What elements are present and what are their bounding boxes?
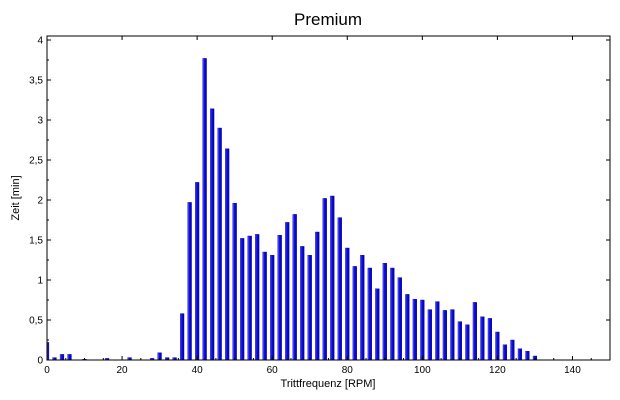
bar [487,318,492,361]
bar [322,198,327,361]
bar [202,58,207,361]
bar [47,342,50,361]
bar [217,127,222,361]
bar [187,202,192,361]
x-axis-ticks: 0 20 40 60 80 100 120 140 [44,36,611,376]
bar [397,277,402,361]
bar [337,217,342,361]
y-tick-label: 2,5 [29,156,43,167]
bar [330,195,335,361]
y-tick-label: 0,5 [29,316,43,327]
y-axis-title: Zeit [min] [10,175,22,220]
bar [345,247,350,361]
bar [59,354,65,361]
bar [270,254,275,361]
bar [195,182,200,361]
bar [375,288,380,361]
x-tick-label: 100 [414,365,431,376]
bars-group [47,58,538,361]
y-tick-label: 3 [37,116,43,127]
y-tick-label: 1,5 [29,236,43,247]
bar [427,309,432,361]
bar [525,351,530,361]
bar [472,302,477,361]
chart-title: Premium [294,10,362,29]
bar [277,234,282,361]
bar [457,321,462,361]
bar [405,294,410,361]
bar [240,238,245,361]
bar [495,331,500,361]
y-tick-label: 3,5 [29,76,43,87]
bar [382,263,387,361]
bar [480,316,485,361]
bar [517,348,523,361]
bar [180,313,185,361]
bar [300,246,305,361]
y-tick-label: 4 [37,36,43,47]
x-tick-label: 60 [267,365,279,376]
bar [285,222,290,361]
y-axis-ticks: 0 0,5 1 1,5 2 2,5 3 3,5 4 [29,36,610,367]
bar [450,309,455,361]
bar [502,344,508,361]
bar [67,354,72,361]
bar [442,310,447,361]
bar [315,231,320,361]
x-tick-label: 80 [342,365,354,376]
plot-area [47,36,610,360]
bar [420,299,425,361]
bar [435,301,440,361]
x-tick-label: 0 [44,365,50,376]
x-axis-title: Trittfrequenz [RPM] [281,378,376,390]
bar [210,108,215,361]
bar [307,254,312,361]
bar [367,267,372,361]
x-tick-label: 120 [489,365,506,376]
x-tick-label: 140 [564,365,581,376]
bar [352,266,357,361]
bar [292,214,297,361]
bar [390,267,395,361]
y-tick-label: 0 [37,356,43,367]
bar [225,148,230,361]
bar [262,251,267,361]
x-tick-label: 20 [117,365,129,376]
bar [465,324,470,361]
bar [510,339,515,361]
bar [412,299,417,361]
plot-frame [46,35,611,361]
y-tick-label: 2 [37,196,43,207]
bar [232,202,237,361]
x-tick-label: 40 [192,365,204,376]
y-tick-label: 1 [37,276,43,287]
bar [360,254,365,361]
bar [247,235,252,361]
bar [255,234,260,361]
